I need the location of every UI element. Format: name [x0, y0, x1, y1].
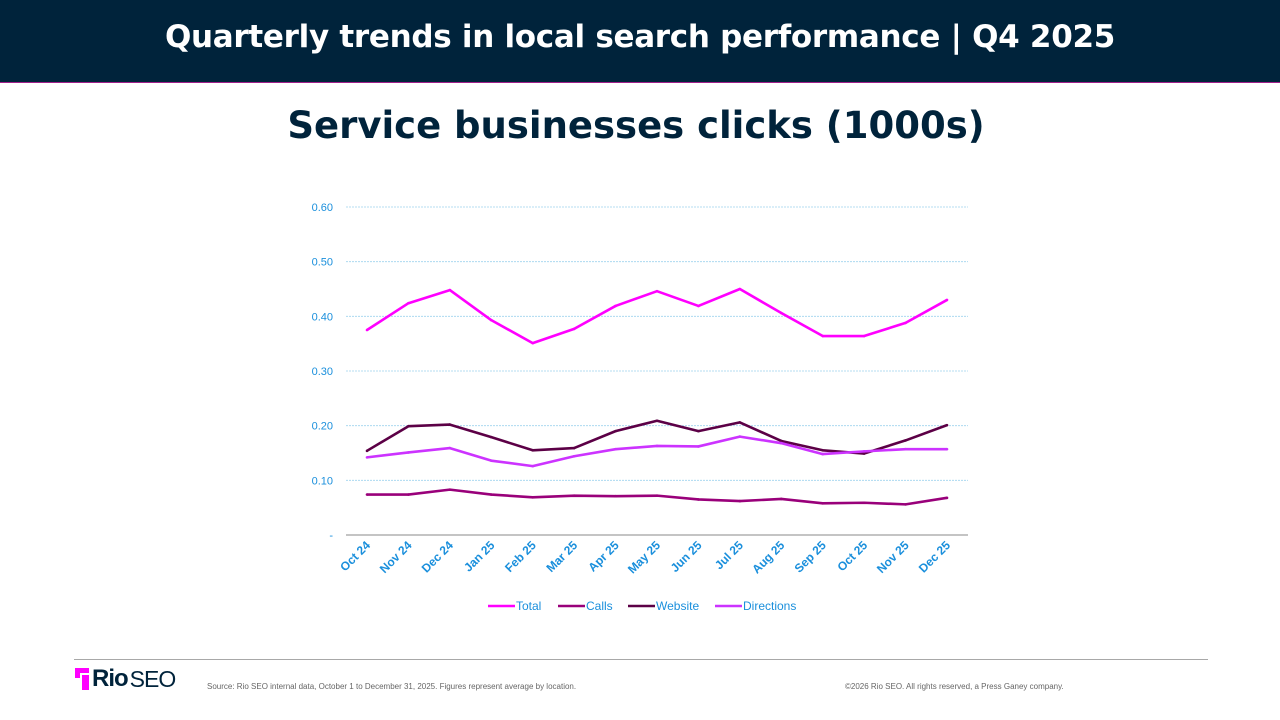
x-tick-label: Feb 25 [502, 538, 539, 575]
data-point-calls [697, 498, 700, 501]
data-point-directions [365, 456, 369, 459]
header-banner: Quarterly trends in local search perform… [0, 0, 1280, 83]
y-tick-label: 0.60 [312, 202, 333, 214]
data-point-directions [407, 451, 410, 454]
data-point-website [448, 423, 452, 426]
data-point-total [614, 304, 617, 308]
data-point-total [489, 318, 493, 322]
x-tick-label: Oct 24 [337, 538, 373, 574]
data-point-directions [448, 446, 452, 450]
data-point-website [821, 448, 825, 452]
data-point-total [448, 288, 452, 292]
y-tick-label: 0.10 [312, 475, 333, 487]
data-point-calls [904, 503, 907, 506]
data-point-calls [531, 495, 535, 499]
data-point-calls [489, 493, 493, 496]
x-tick-label: Oct 25 [834, 538, 870, 574]
data-point-website [614, 429, 617, 433]
data-point-total [945, 298, 949, 302]
y-tick-label: 0.50 [312, 257, 333, 269]
data-point-directions [697, 445, 700, 448]
data-point-directions [945, 447, 949, 451]
data-point-website [655, 419, 659, 423]
data-point-calls [945, 496, 949, 500]
data-point-calls [614, 494, 617, 498]
data-point-total [779, 311, 783, 315]
data-point-total [655, 289, 659, 293]
x-tick-label: Jul 25 [712, 538, 746, 572]
data-point-directions [572, 454, 576, 458]
legend-label: Total [516, 599, 541, 613]
data-point-total [821, 334, 825, 338]
data-point-directions [904, 447, 907, 451]
data-point-website [531, 448, 535, 452]
x-tick-label: Nov 25 [874, 538, 912, 576]
data-point-calls [862, 501, 866, 505]
data-point-calls [738, 499, 742, 503]
copyright: ©2026 Rio SEO. All rights reserved, a Pr… [845, 682, 1064, 691]
source-note: Source: Rio SEO internal data, October 1… [207, 682, 577, 691]
data-point-website [738, 421, 742, 424]
data-point-total [862, 334, 866, 338]
data-point-website [697, 429, 700, 433]
legend-label: Directions [743, 599, 796, 613]
x-tick-label: Mar 25 [543, 538, 580, 575]
data-point-directions [489, 459, 493, 462]
data-point-website [407, 424, 410, 428]
data-point-directions [655, 444, 659, 448]
data-point-calls [821, 501, 825, 505]
data-point-calls [407, 493, 410, 496]
y-tick-label: 0.30 [312, 366, 333, 378]
x-tick-label: Sep 25 [792, 538, 829, 575]
chart-title: Service businesses clicks (1000s) [287, 104, 985, 147]
data-point-calls [779, 497, 783, 501]
logo-mark-icon [75, 668, 89, 690]
x-tick-label: Dec 24 [419, 538, 456, 575]
data-point-directions [738, 435, 742, 438]
logo-seo: SEO [129, 666, 177, 692]
data-point-calls [448, 488, 452, 491]
series-line-directions [366, 435, 947, 468]
data-point-directions [531, 464, 535, 468]
data-point-directions [862, 450, 866, 453]
x-tick-label: Apr 25 [585, 538, 622, 575]
data-point-website [862, 452, 866, 455]
legend-label: Calls [586, 599, 613, 613]
y-tick-label: - [329, 530, 333, 542]
data-point-total [531, 341, 535, 345]
logo-rio: Rio [92, 665, 129, 692]
data-point-total [738, 287, 742, 291]
data-point-total [365, 328, 369, 332]
rio-seo-logo: Rio SEO [75, 665, 177, 692]
data-point-website [365, 449, 369, 453]
y-tick-label: 0.40 [312, 311, 333, 323]
data-point-directions [779, 441, 783, 445]
data-point-website [572, 446, 576, 450]
data-point-calls [572, 494, 576, 497]
footer-divider [74, 659, 1208, 660]
page-title: Quarterly trends in local search perform… [164, 19, 1116, 55]
data-point-directions [821, 452, 825, 456]
x-tick-label: Nov 24 [377, 538, 415, 576]
x-tick-label: Jan 25 [461, 538, 498, 575]
data-point-website [779, 439, 783, 443]
data-point-total [572, 327, 576, 331]
data-point-total [697, 304, 700, 308]
data-point-total [407, 301, 410, 305]
data-point-website [945, 423, 949, 427]
data-point-calls [655, 494, 659, 497]
x-tick-label: Jun 25 [668, 538, 705, 575]
data-point-total [904, 321, 907, 325]
legend-label: Website [656, 599, 699, 613]
x-tick-label: Dec 25 [916, 538, 953, 575]
x-tick-label: Aug 25 [749, 538, 787, 576]
data-point-calls [365, 493, 369, 496]
y-tick-label: 0.20 [312, 421, 333, 433]
x-tick-label: May 25 [625, 538, 663, 576]
data-point-website [904, 439, 907, 442]
data-point-directions [614, 447, 617, 451]
data-point-website [489, 435, 493, 439]
series-line-calls [367, 488, 948, 506]
